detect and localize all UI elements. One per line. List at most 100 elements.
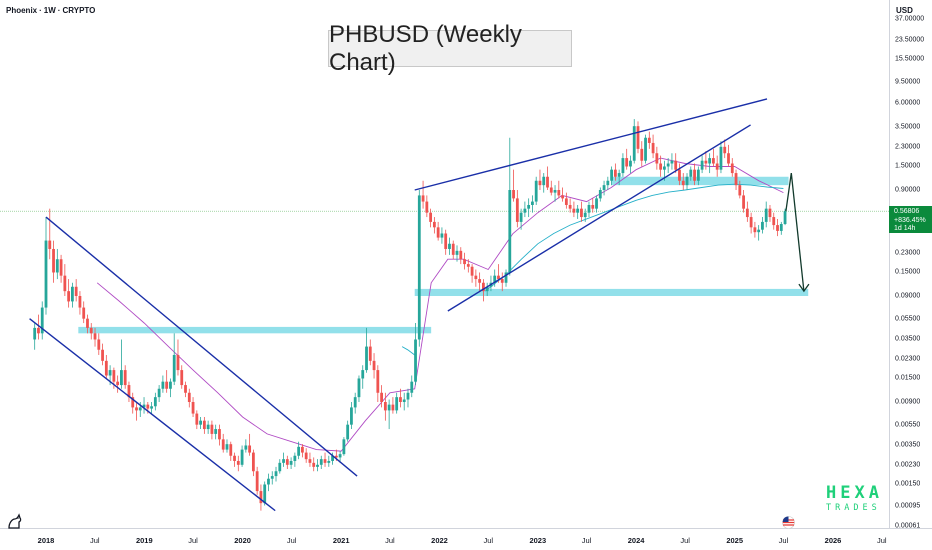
candle [165,370,169,393]
candle-body [761,221,764,230]
candle-body [135,407,138,411]
candle-body [44,240,48,308]
zones [78,176,809,334]
candle [444,229,448,255]
candle-body [455,250,459,255]
candle-body [678,169,681,181]
candle [561,187,564,202]
x-tick-label: 2021 [332,536,350,545]
y-tick-label: 0.00900 [895,398,921,406]
candle-body [293,455,297,461]
candle [323,452,327,467]
candle [233,452,236,467]
candle-body [161,381,165,389]
candle [553,185,557,202]
candle [402,392,406,411]
candle [40,301,44,340]
candle-body [440,233,444,238]
candle [199,416,202,430]
candle-body [621,158,625,174]
candle [761,217,764,234]
candle [749,212,753,234]
y-tick-label: 0.00350 [895,441,921,449]
candle [508,137,512,276]
candle-body [184,385,187,393]
x-tick-label: 2026 [824,536,842,545]
y-tick-label: 9.50000 [895,78,921,85]
candle [350,402,353,430]
candle [70,282,74,308]
tradingview-logo-icon[interactable] [6,513,24,531]
x-tick-label: Jul [89,536,100,545]
candle-body [685,176,689,186]
candle-body [512,190,515,199]
candle [169,378,172,398]
time-axis[interactable]: 2018 Jul 2019 Jul 2020 Jul 2021 Jul 2022 Jul 2023 J… [0,528,889,550]
interval[interactable]: 1W [43,6,56,15]
candle-body [323,459,327,463]
candle-body [304,452,308,460]
candle [417,190,421,347]
candle-body [779,224,783,231]
candle [135,402,138,421]
candle [353,392,357,414]
candle-body [244,445,248,450]
price-axis[interactable]: 37.00000 23.50000 15.50000 9.50000 6.00000 3.… [889,0,932,529]
candle-body [70,286,74,302]
candle-body [515,198,519,222]
candle [429,208,433,228]
candle-body [116,381,120,386]
candle-body [572,208,576,213]
candle-body [101,349,104,361]
candle [651,134,655,159]
candle-body [86,318,89,328]
candle [700,155,704,174]
candle [421,180,425,209]
candle [538,169,542,190]
candle [153,392,157,411]
candle-body [380,392,383,402]
x-tick-label: Jul [876,536,887,545]
candle-body [218,429,221,440]
candle-body [647,137,651,143]
candle-body [640,148,644,161]
candle [772,212,776,230]
candle [512,169,515,202]
candle-body [738,185,742,196]
ma-long-line-early [401,346,415,356]
candle-body [451,243,455,255]
candle [293,452,297,467]
candle [742,190,745,213]
candle [82,301,86,324]
candle-body [199,420,202,425]
candle-body [696,169,700,181]
support-zone [414,288,809,296]
x-tick-label: 2024 [627,536,645,545]
candle-body [636,126,640,149]
us-flag-icon[interactable] [782,516,795,529]
candle-body [727,153,730,164]
candle-body [342,439,346,455]
candle-body [629,160,632,167]
candle [666,158,670,174]
candle-body [700,160,704,170]
candle-body [338,454,342,458]
falling-wedge-lower [29,318,276,512]
candle-body [421,195,425,202]
y-tick-label: 6.00000 [895,99,921,107]
candle [617,169,621,186]
candle-body [202,420,206,430]
candle [459,247,463,265]
candle [316,459,319,472]
candle [531,195,534,213]
candle-body [651,142,655,154]
symbol-name[interactable]: Phoenix [6,6,38,15]
candle-body [591,204,595,209]
candle-body [165,381,169,389]
candle [493,269,497,287]
candle-body [410,381,414,393]
candle-body [150,406,153,409]
candle [131,392,135,414]
y-tick-label: 0.09000 [895,292,921,300]
